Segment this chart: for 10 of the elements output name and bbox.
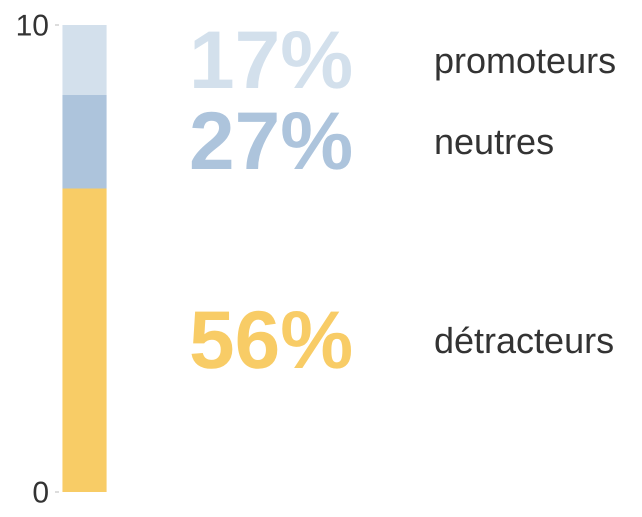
bar (62, 188, 107, 492)
text: neutres (434, 121, 554, 162)
text: 27% (189, 96, 354, 187)
bar (62, 25, 107, 96)
text: 56% (189, 295, 354, 386)
text: détracteurs (434, 320, 614, 361)
text: promoteurs (434, 40, 616, 81)
bar (62, 95, 107, 188)
y-tick-label: 0 (32, 476, 49, 510)
y-tick-label: 10 (16, 10, 49, 42)
